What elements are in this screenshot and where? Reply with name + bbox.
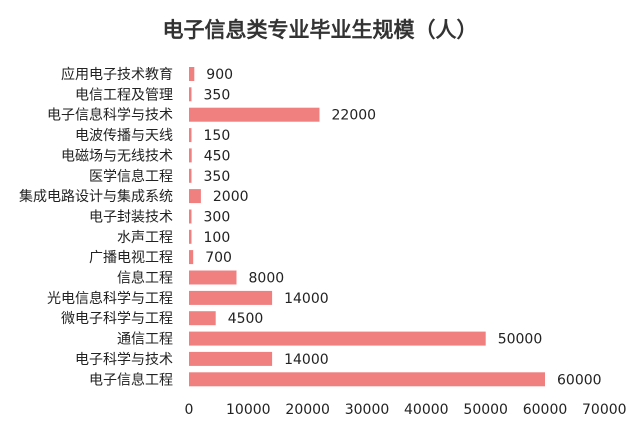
- category-label: 集成电路设计与集成系统: [19, 188, 173, 205]
- bar: [189, 270, 237, 285]
- category-label: 光电信息科学与工程: [47, 290, 173, 307]
- category-label: 通信工程: [117, 332, 173, 348]
- data-label: 14000: [284, 291, 329, 307]
- data-label: 100: [204, 230, 231, 246]
- x-tick-label: 40000: [404, 402, 449, 418]
- bar: [189, 107, 320, 122]
- x-tick-label: 10000: [226, 402, 271, 418]
- bars-group: [189, 67, 545, 387]
- data-label: 150: [204, 128, 231, 144]
- bar: [189, 189, 201, 204]
- category-label: 电子封装技术: [89, 210, 173, 226]
- category-label: 微电子科学与工程: [61, 311, 173, 327]
- chart-title: 电子信息类专业毕业生规模（人）: [162, 18, 478, 42]
- data-label: 700: [205, 250, 232, 266]
- data-label: 50000: [498, 332, 543, 348]
- data-label: 300: [204, 210, 231, 226]
- category-labels-group: 应用电子技术教育电信工程及管理电子信息科学与技术电波传播与天线电磁场与无线技术医…: [19, 66, 173, 388]
- data-label: 4500: [228, 311, 264, 327]
- bar: [189, 209, 192, 224]
- bar: [189, 351, 273, 366]
- category-label: 水声工程: [117, 230, 173, 246]
- category-label: 医学信息工程: [89, 168, 173, 185]
- x-tick-label: 30000: [345, 402, 390, 418]
- bar: [189, 331, 486, 346]
- bar: [189, 229, 192, 244]
- data-label: 8000: [249, 271, 285, 287]
- x-tick-label: 50000: [463, 402, 508, 418]
- category-label: 信息工程: [117, 270, 173, 287]
- data-label: 14000: [284, 352, 329, 368]
- x-tick-label: 70000: [582, 402, 627, 418]
- bar: [189, 148, 192, 163]
- category-label: 广播电视工程: [89, 250, 173, 266]
- bar: [189, 67, 195, 81]
- data-label: 450: [204, 148, 231, 164]
- category-label: 电子信息工程: [89, 371, 173, 388]
- data-label: 60000: [557, 372, 602, 388]
- category-label: 电信工程及管理: [75, 87, 173, 103]
- category-label: 电子科学与技术: [75, 352, 173, 368]
- data-label: 22000: [332, 108, 377, 124]
- bar: [189, 250, 194, 265]
- x-tick-label: 60000: [523, 402, 568, 418]
- bar: [189, 372, 545, 387]
- category-label: 电磁场与无线技术: [61, 148, 173, 164]
- data-label: 350: [204, 169, 231, 185]
- bar: [189, 128, 192, 143]
- x-tick-label: 20000: [285, 402, 330, 418]
- data-label: 2000: [213, 189, 249, 205]
- value-labels-group: 900 350 22000 150 450 350 2000 300 100 700 8000 140…: [204, 67, 602, 388]
- data-label: 900: [206, 67, 233, 83]
- bar: [189, 87, 192, 102]
- x-axis-ticks-group: 0 10000 20000 30000 40000 50000 60000 70000: [185, 402, 627, 418]
- bar: [189, 311, 216, 326]
- bar: [189, 290, 273, 305]
- data-label: 350: [204, 87, 231, 103]
- category-label: 电子信息科学与技术: [47, 107, 173, 124]
- bar: [189, 168, 192, 183]
- x-tick-label: 0: [185, 402, 194, 418]
- category-label: 电波传播与天线: [75, 128, 173, 144]
- category-label: 应用电子技术教育: [61, 66, 173, 83]
